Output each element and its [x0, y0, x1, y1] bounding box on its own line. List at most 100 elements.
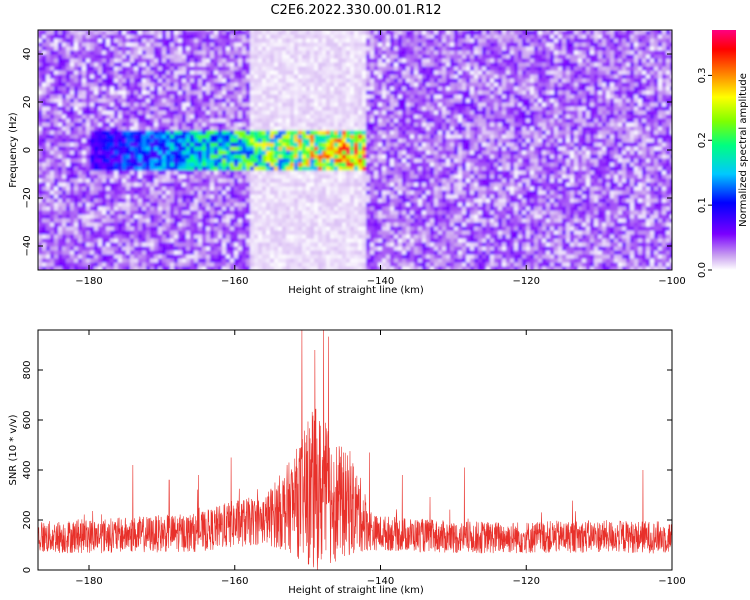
heatmap-cell	[594, 226, 599, 231]
heatmap-cell	[238, 170, 243, 175]
heatmap-cell	[186, 190, 191, 195]
heatmap-cell	[570, 266, 575, 270]
heatmap-cell	[650, 162, 655, 167]
heatmap-cell	[470, 246, 475, 251]
heatmap-cell	[342, 222, 347, 227]
heatmap-cell	[622, 154, 627, 159]
heatmap-cell	[650, 254, 655, 259]
heatmap-cell	[194, 238, 199, 243]
heatmap-cell	[218, 170, 223, 175]
heatmap-cell	[342, 254, 347, 259]
heatmap-cell	[134, 266, 139, 270]
heatmap-cell	[182, 250, 187, 255]
heatmap-cell	[478, 250, 483, 255]
heatmap-cell	[438, 250, 443, 255]
heatmap-cell	[334, 170, 339, 175]
heatmap-cell	[54, 154, 59, 159]
heatmap-cell	[506, 202, 511, 207]
heatmap-cell	[638, 194, 643, 199]
heatmap-cell	[118, 226, 123, 231]
heatmap-cell	[346, 218, 351, 223]
heatmap-cell	[390, 166, 395, 171]
heatmap-cell	[518, 194, 523, 199]
heatmap-cell	[122, 178, 127, 183]
heatmap-cell	[538, 242, 543, 247]
heatmap-cell	[282, 154, 287, 159]
heatmap-cell	[338, 222, 343, 227]
heatmap-cell	[278, 238, 283, 243]
heatmap-cell	[150, 266, 155, 270]
heatmap-cell	[210, 170, 215, 175]
heatmap-cell	[418, 242, 423, 247]
heatmap-cell	[522, 146, 527, 151]
heatmap-cell	[114, 242, 119, 247]
heatmap-cell	[306, 186, 311, 191]
heatmap-cell	[118, 178, 123, 183]
heatmap-cell	[66, 226, 71, 231]
heatmap-cell	[158, 198, 163, 203]
heatmap-cell	[562, 266, 567, 270]
heatmap-cell	[190, 170, 195, 175]
heatmap-cell	[474, 234, 479, 239]
heatmap-cell	[578, 198, 583, 203]
heatmap-cell	[190, 142, 195, 147]
heatmap-cell	[486, 266, 491, 270]
heatmap-cell	[666, 222, 671, 227]
heatmap-cell	[238, 194, 243, 199]
heatmap-cell	[574, 162, 579, 167]
heatmap-cell	[450, 226, 455, 231]
heatmap-cell	[122, 182, 127, 187]
heatmap-cell	[258, 238, 263, 243]
heatmap-cell	[406, 198, 411, 203]
heatmap-cell	[230, 162, 235, 167]
heatmap-cell	[382, 186, 387, 191]
heatmap-cell	[618, 158, 623, 163]
heatmap-cell	[222, 234, 227, 239]
heatmap-cell	[378, 226, 383, 231]
heatmap-cell	[622, 210, 627, 215]
heatmap-cell	[358, 218, 363, 223]
heatmap-cell	[54, 230, 59, 235]
heatmap-cell	[210, 218, 215, 223]
heatmap-cell	[250, 262, 255, 267]
heatmap-cell	[186, 206, 191, 211]
heatmap-cell	[426, 182, 431, 187]
heatmap-cell	[54, 194, 59, 199]
heatmap-cell	[566, 162, 571, 167]
heatmap-cell	[322, 214, 327, 219]
heatmap-cell	[666, 174, 671, 179]
heatmap-cell	[478, 182, 483, 187]
heatmap-cell	[590, 158, 595, 163]
heatmap-cell	[270, 194, 275, 199]
heatmap-cell	[614, 210, 619, 215]
heatmap-cell	[278, 214, 283, 219]
heatmap-cell	[414, 154, 419, 159]
heatmap-cell	[626, 194, 631, 199]
heatmap-cell	[110, 238, 115, 243]
heatmap-cell	[638, 258, 643, 263]
heatmap-cell	[618, 166, 623, 171]
heatmap-cell	[218, 194, 223, 199]
heatmap-cell	[426, 210, 431, 215]
heatmap-cell	[430, 202, 435, 207]
heatmap-cell	[82, 162, 87, 167]
heatmap-cell	[102, 218, 107, 223]
heatmap-cell	[510, 210, 515, 215]
heatmap-cell	[562, 150, 567, 155]
heatmap-cell	[238, 166, 243, 171]
heatmap-cell	[310, 214, 315, 219]
heatmap-cell	[46, 182, 51, 187]
heatmap-cell	[570, 210, 575, 215]
heatmap-cell	[326, 210, 331, 215]
heatmap-cell	[82, 186, 87, 191]
heatmap-cell	[614, 166, 619, 171]
heatmap-cell	[126, 214, 131, 219]
heatmap-cell	[598, 182, 603, 187]
heatmap-cell	[242, 198, 247, 203]
heatmap-cell	[90, 234, 95, 239]
heatmap-cell	[618, 222, 623, 227]
heatmap-cell	[370, 158, 375, 163]
heatmap-cell	[618, 218, 623, 223]
heatmap-cell	[114, 206, 119, 211]
